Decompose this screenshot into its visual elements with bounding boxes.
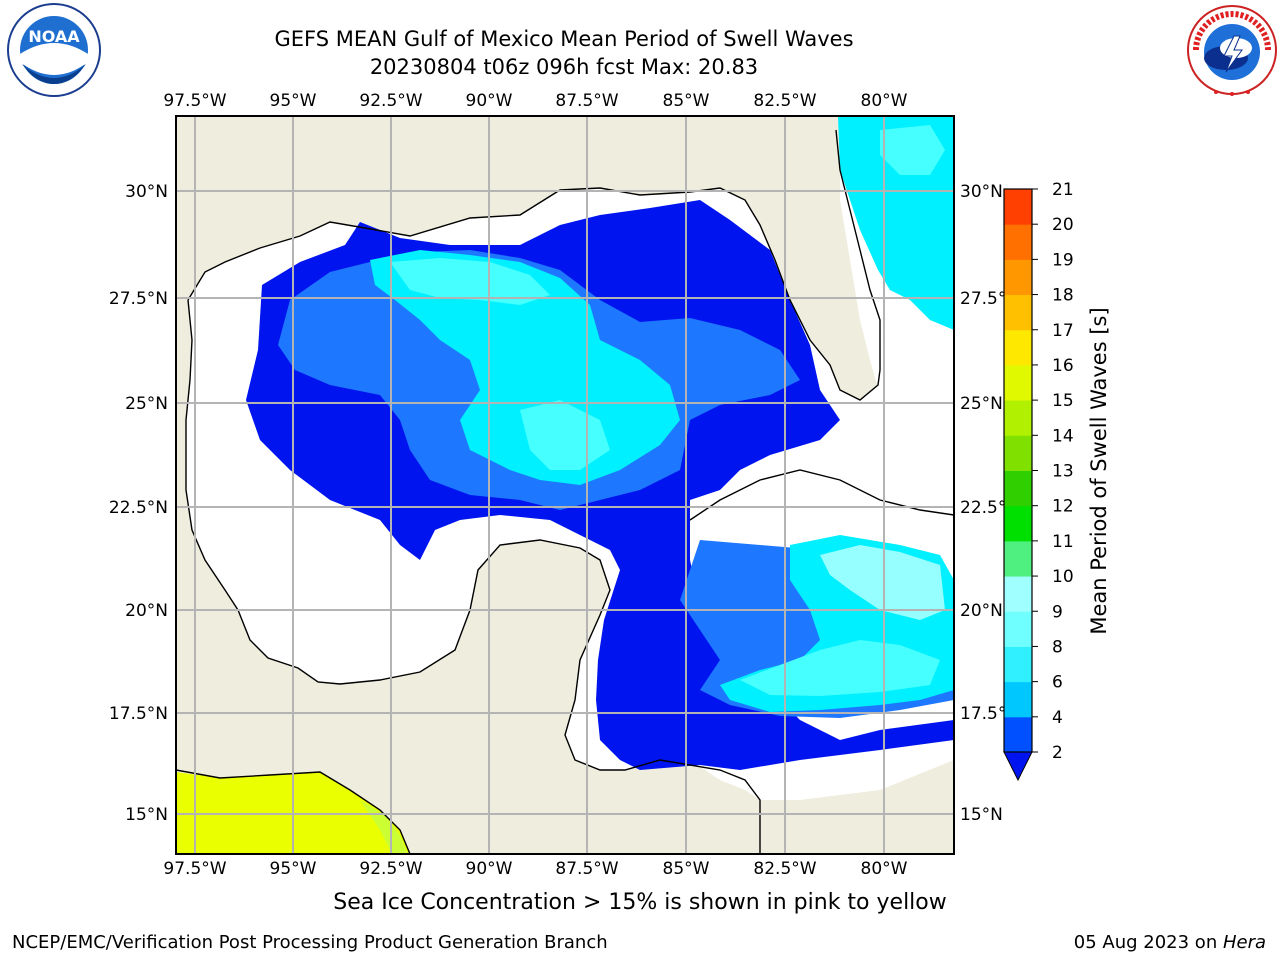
lat-label: 27.5°N: [109, 289, 168, 309]
atlantic-band-8-9: [880, 125, 945, 175]
lon-label: 95°W: [270, 91, 317, 111]
colorbar-tick-label: 19: [1052, 250, 1074, 270]
colorbar-segment: [1004, 470, 1032, 507]
colorbar-tick-label: 16: [1052, 356, 1074, 376]
lon-label: 87.5°W: [555, 91, 618, 111]
nws-logo: [1187, 5, 1277, 96]
colorbar-tick-label: 21: [1052, 180, 1074, 200]
lon-label: 92.5°W: [359, 91, 422, 111]
colorbar-segment: [1004, 224, 1032, 260]
lon-label: 85°W: [663, 859, 710, 879]
lat-label: 30°N: [960, 182, 1003, 202]
lat-label: 15°N: [960, 805, 1003, 825]
chart-subtitle: 20230804 t06z 096h fcst Max: 20.83: [369, 55, 759, 79]
colorbar-tick-label: 13: [1052, 462, 1074, 482]
colorbar-segment: [1004, 716, 1032, 753]
lat-label: 22.5°N: [109, 498, 168, 518]
lon-label: 97.5°W: [163, 91, 226, 111]
coastlines: [176, 129, 954, 854]
colorbar-segment: [1004, 611, 1032, 647]
colorbar-segment: [1004, 189, 1032, 225]
colorbar-segment: [1004, 259, 1032, 296]
lon-label: 95°W: [270, 859, 317, 879]
colorbar-segment: [1004, 646, 1032, 683]
lat-label: 25°N: [125, 394, 168, 414]
colorbar-segment: [1004, 540, 1032, 577]
lat-label: 17.5°N: [109, 704, 168, 724]
lon-labels-bottom: 97.5°W 95°W 92.5°W 90°W 87.5°W 85°W 82.5…: [163, 859, 907, 879]
map-frame: [175, 115, 955, 855]
lon-label: 87.5°W: [555, 859, 618, 879]
lon-label: 90°W: [466, 91, 513, 111]
colorbar-segment: [1004, 329, 1032, 366]
lat-label: 15°N: [125, 805, 168, 825]
colorbar-segment: [1004, 505, 1032, 542]
noaa-logo: NOAA: [7, 3, 101, 97]
colorbar-tick-label: 6: [1052, 673, 1063, 693]
period-band-8-9-south: [740, 640, 940, 696]
date-text: 05 Aug 2023 on: [1073, 932, 1223, 953]
colorbar-segment: [1004, 364, 1032, 401]
period-band-9-10: [820, 545, 945, 620]
lat-label: 20°N: [960, 601, 1003, 621]
chart-title: GEFS MEAN Gulf of Mexico Mean Period of …: [274, 27, 854, 51]
colorbar-tick-label: 11: [1052, 532, 1074, 552]
noaa-logo-text: NOAA: [28, 27, 80, 46]
lon-label: 90°W: [466, 859, 513, 879]
lon-label: 80°W: [861, 859, 908, 879]
colorbar-tick-label: 2: [1052, 743, 1063, 763]
colorbar: 2 4 6 8 9 10 11 12 13 14 15 16 17 18 19 20 21: [1003, 180, 1074, 782]
lon-label: 82.5°W: [753, 859, 816, 879]
colorbar-tick-label: 15: [1052, 391, 1074, 411]
date-stamp: 05 Aug 2023 on Hera: [1074, 932, 1266, 953]
lon-label: 85°W: [663, 91, 710, 111]
colorbar-segment: [1004, 400, 1032, 436]
colorbar-segment: [1004, 294, 1032, 331]
colorbar-tick-label: 10: [1052, 567, 1074, 587]
colorbar-tick-label: 12: [1052, 497, 1074, 517]
colorbar-segment: [1004, 681, 1032, 718]
sea-ice-note: Sea Ice Concentration > 15% is shown in …: [333, 890, 947, 915]
colorbar-segment: [1004, 576, 1032, 612]
lon-label: 92.5°W: [359, 859, 422, 879]
colorbar-tick-label: 8: [1052, 637, 1063, 657]
credit-text: NCEP/EMC/Verification Post Processing Pr…: [12, 932, 608, 953]
lon-label: 80°W: [861, 91, 908, 111]
period-band-6-8: [370, 250, 680, 485]
lat-label: 25°N: [960, 394, 1003, 414]
colorbar-segment: [1004, 435, 1032, 471]
lat-labels-left: 30°N 27.5°N 25°N 22.5°N 20°N 17.5°N 15°N: [109, 182, 168, 825]
grid-lines: [176, 116, 954, 854]
colorbar-label: Mean Period of Swell Waves [s]: [1087, 307, 1111, 634]
lat-label: 30°N: [125, 182, 168, 202]
lon-labels-top: 97.5°W 95°W 92.5°W 90°W 87.5°W 85°W 82.5…: [163, 91, 907, 111]
lon-label: 82.5°W: [753, 91, 816, 111]
colorbar-tick-label: 20: [1052, 215, 1074, 235]
colorbar-tick-label: 14: [1052, 426, 1074, 446]
colorbar-extend-arrow: [1003, 751, 1033, 782]
colorbar-tick-label: 17: [1052, 321, 1074, 341]
colorbar-tick-label: 18: [1052, 286, 1074, 306]
host-name: Hera: [1222, 932, 1266, 953]
lat-label: 20°N: [125, 601, 168, 621]
colorbar-tick-label: 9: [1052, 602, 1063, 622]
colorbar-tick-label: 4: [1052, 708, 1063, 728]
period-band-8-9: [390, 258, 550, 305]
lon-label: 97.5°W: [163, 859, 226, 879]
